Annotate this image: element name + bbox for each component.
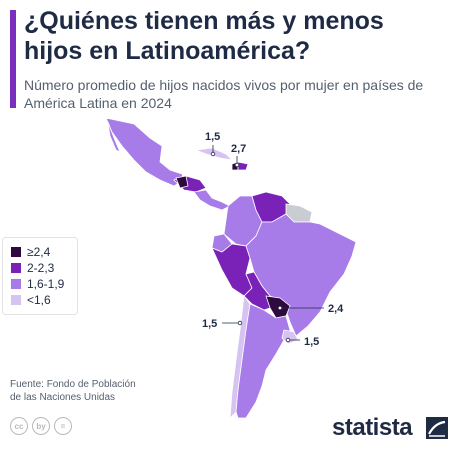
legend-swatch [11,263,21,273]
country-argentina [235,303,291,419]
legend-item: 1,6-1,9 [11,276,77,292]
country-guatemala [175,175,189,189]
legend-label: ≥2,4 [27,245,51,259]
callout-paraguay-label: 2,4 [328,303,344,315]
accent-bar [10,10,16,108]
country-peru [211,243,253,297]
map-legend: ≥2,4 2-2,3 1,6-1,9 <1,6 [2,237,78,315]
legend-label: <1,6 [27,293,51,307]
country-dominican-republic [237,161,249,171]
source-line-2: de las Naciones Unidas [10,392,116,403]
callout-cuba-label: 1,5 [205,131,220,143]
country-baja [107,121,121,153]
legend-swatch [11,247,21,257]
source-line-1: Fuente: Fondo de Población [10,379,136,390]
attribution-icon[interactable]: by [32,417,50,435]
page-title: ¿Quiénes tienen más y menos hijos en Lat… [24,7,384,65]
license-icons: cc by = [10,417,72,435]
source-note: Fuente: Fondo de Población de las Nacion… [10,378,210,404]
legend-item: ≥2,4 [11,244,77,260]
no-derivatives-icon[interactable]: = [54,417,72,435]
callout-chile-label: 1,5 [202,318,217,330]
country-central-america-south [193,189,231,211]
legend-swatch [11,295,21,305]
statista-logo-icon [426,417,448,439]
legend-label: 2-2,3 [27,261,55,275]
legend-swatch [11,279,21,289]
legend-label: 1,6-1,9 [27,277,65,291]
legend-item: <1,6 [11,292,77,308]
country-mexico [105,117,185,187]
legend-item: 2-2,3 [11,260,77,276]
callout-uruguay-label: 1,5 [304,336,319,348]
page-subtitle: Número promedio de hijos nacidos vivos p… [24,77,424,111]
callout-haiti-label: 2,7 [231,143,246,155]
cc-icon[interactable]: cc [10,417,28,435]
statista-logo-text[interactable]: statista [332,414,413,441]
